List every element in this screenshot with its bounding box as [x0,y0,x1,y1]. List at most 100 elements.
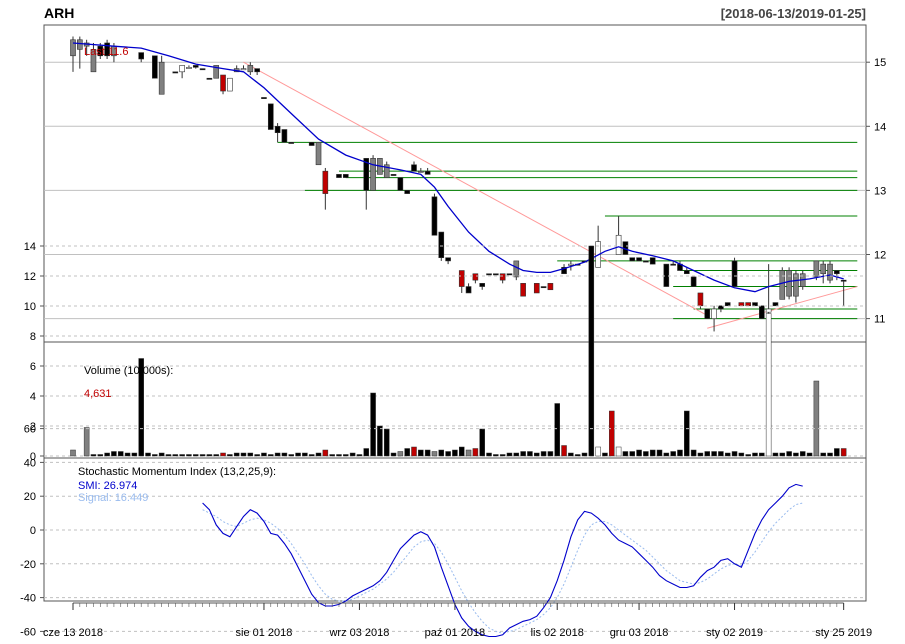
candle-body [738,302,745,307]
volume-bar [752,452,758,457]
volume-bar [343,454,349,457]
x-tick-label: lis 02 2018 [531,627,584,639]
volume-bar [104,452,110,457]
volume-bar [281,452,288,457]
candle-body [206,77,213,80]
price-tick-label: 11 [874,314,885,326]
volume-bar [356,454,363,457]
volume-bar [513,452,520,457]
volume-bar [506,452,513,457]
candle-body [77,39,83,50]
candle-body [520,283,526,297]
candle-body [813,260,820,278]
volume-tick-label: 14 [24,241,36,253]
candle-body [568,263,574,266]
candle-body [472,273,479,281]
candle-body [97,45,104,57]
volume-bar [499,454,506,457]
price-tick-label: 12 [874,250,886,262]
candle-body [186,67,192,69]
candle-body [465,286,472,294]
volume-bar [458,446,465,457]
candle-body [765,308,772,313]
volume-bar [240,452,247,457]
candle-body [363,158,370,191]
volume-bar [445,451,451,457]
volume-bar [165,454,172,457]
last-price-label: Last 11.6 [84,46,128,58]
volume-bar [540,451,547,457]
candle-body [342,174,349,178]
volume-bar [527,451,533,457]
candle-body [152,55,158,79]
candle-body [779,270,786,300]
volume-bar [418,449,424,457]
candle-body [840,279,847,282]
volume-bar [704,451,711,457]
volume-bar [431,451,438,457]
volume-bar [834,448,840,457]
candle-body [213,65,220,79]
volume-tick-label: 8 [30,331,36,343]
volume-bar [193,454,199,457]
volume-bar [288,454,294,457]
candle-body [220,74,226,92]
volume-bar [274,452,281,457]
volume-bar [152,454,158,457]
candle-body [247,65,254,73]
candle-body [192,65,199,68]
candle-body [281,129,288,143]
volume-bar [172,454,179,457]
candle-body [711,308,717,319]
volume-bar [377,425,383,457]
volume-bar [452,449,458,457]
candle-body [533,283,540,294]
volume-last-value: 4,631 [84,388,112,400]
candle-body [615,234,622,255]
candle-body [663,263,670,287]
candle-body [227,77,233,92]
candle-body [438,231,445,259]
candle-body [636,257,642,262]
volume-bar [315,452,322,457]
volume-bar [799,451,806,457]
candle-body [390,174,397,176]
candle-body [315,142,322,166]
volume-bar [581,452,588,457]
smi-line [202,483,803,638]
volume-title: Volume (10,000s): [84,365,173,377]
volume-bar [568,452,574,457]
candle-body [697,292,704,307]
smi-tick-label: -20 [20,559,36,571]
candle-body [336,174,342,178]
candle-body [199,68,206,71]
volume-bar [629,451,635,457]
signal-line [202,502,803,634]
volume-bar [411,446,417,457]
smi-tick-label: 60 [24,424,36,436]
candle-body [418,170,424,173]
volume-tick-label: 4 [30,391,36,403]
volume-bar [615,446,622,457]
candle-body [752,302,758,307]
volume-bar [636,449,642,457]
volume-bar [383,428,390,457]
candle-body [561,267,567,275]
volume-bar [520,451,526,457]
volume-bar [622,451,629,457]
volume-bar [697,452,704,457]
volume-bar [486,452,492,457]
volume-bar [247,452,254,457]
volume-bar [261,452,267,457]
volume-bar [397,451,404,457]
candle-body [322,170,329,194]
volume-bar [83,427,90,457]
volume-bar [684,410,690,457]
volume-bar [827,452,833,457]
candle-body [179,65,185,73]
volume-bar [322,449,329,457]
volume-bar [199,454,206,457]
candle-body [404,190,410,194]
volume-bar [745,454,751,457]
volume-bar [609,410,615,457]
